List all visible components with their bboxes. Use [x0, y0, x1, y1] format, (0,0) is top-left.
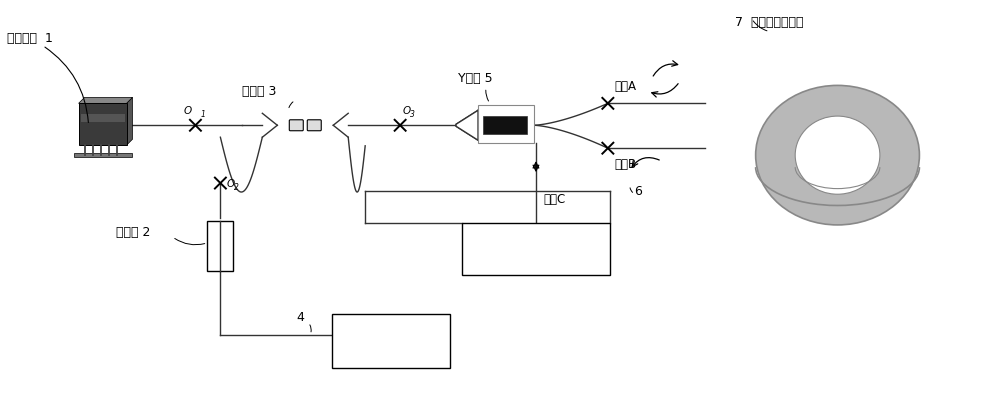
Text: O: O [183, 106, 191, 116]
Text: 信号发生器: 信号发生器 [516, 242, 556, 256]
Polygon shape [127, 98, 133, 145]
Ellipse shape [756, 85, 919, 225]
Text: 6: 6 [634, 185, 642, 198]
Polygon shape [79, 98, 133, 103]
Text: 1: 1 [200, 110, 205, 119]
Polygon shape [74, 153, 132, 157]
FancyBboxPatch shape [307, 120, 321, 131]
Text: 耦合器 3: 耦合器 3 [242, 85, 277, 98]
Text: Y波导 5: Y波导 5 [458, 73, 493, 85]
Text: 激光光源  1: 激光光源 1 [7, 31, 53, 45]
FancyBboxPatch shape [478, 105, 534, 143]
Text: 熔点B: 熔点B [615, 158, 637, 171]
Text: 端面C: 端面C [543, 193, 565, 206]
Ellipse shape [795, 116, 880, 194]
FancyBboxPatch shape [332, 314, 450, 368]
Text: 探测器 2: 探测器 2 [116, 226, 150, 239]
Text: 示波器: 示波器 [379, 334, 404, 348]
Polygon shape [81, 114, 125, 122]
FancyBboxPatch shape [207, 221, 233, 271]
FancyBboxPatch shape [483, 116, 527, 134]
Text: O: O [226, 179, 235, 189]
Text: 3: 3 [410, 110, 415, 119]
Polygon shape [79, 103, 127, 145]
Text: 4: 4 [296, 311, 304, 324]
Text: 熔点A: 熔点A [615, 80, 637, 93]
FancyBboxPatch shape [462, 223, 610, 275]
Text: 2: 2 [234, 183, 239, 191]
Text: O: O [402, 106, 410, 116]
Text: 7  光子带隙光纤环: 7 光子带隙光纤环 [735, 16, 803, 29]
FancyBboxPatch shape [289, 120, 303, 131]
Polygon shape [456, 110, 478, 140]
